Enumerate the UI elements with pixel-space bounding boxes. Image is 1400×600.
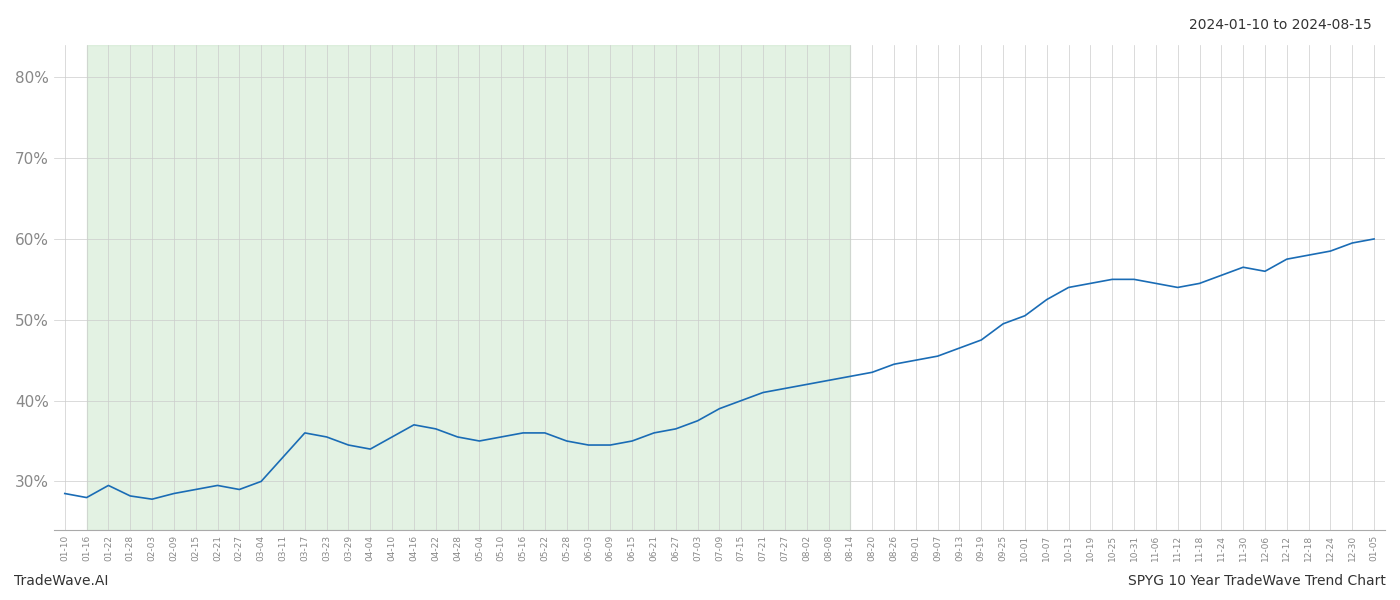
Text: 2024-01-10 to 2024-08-15: 2024-01-10 to 2024-08-15 xyxy=(1189,18,1372,32)
Text: SPYG 10 Year TradeWave Trend Chart: SPYG 10 Year TradeWave Trend Chart xyxy=(1128,574,1386,588)
Text: TradeWave.AI: TradeWave.AI xyxy=(14,574,108,588)
Bar xyxy=(87,45,850,530)
